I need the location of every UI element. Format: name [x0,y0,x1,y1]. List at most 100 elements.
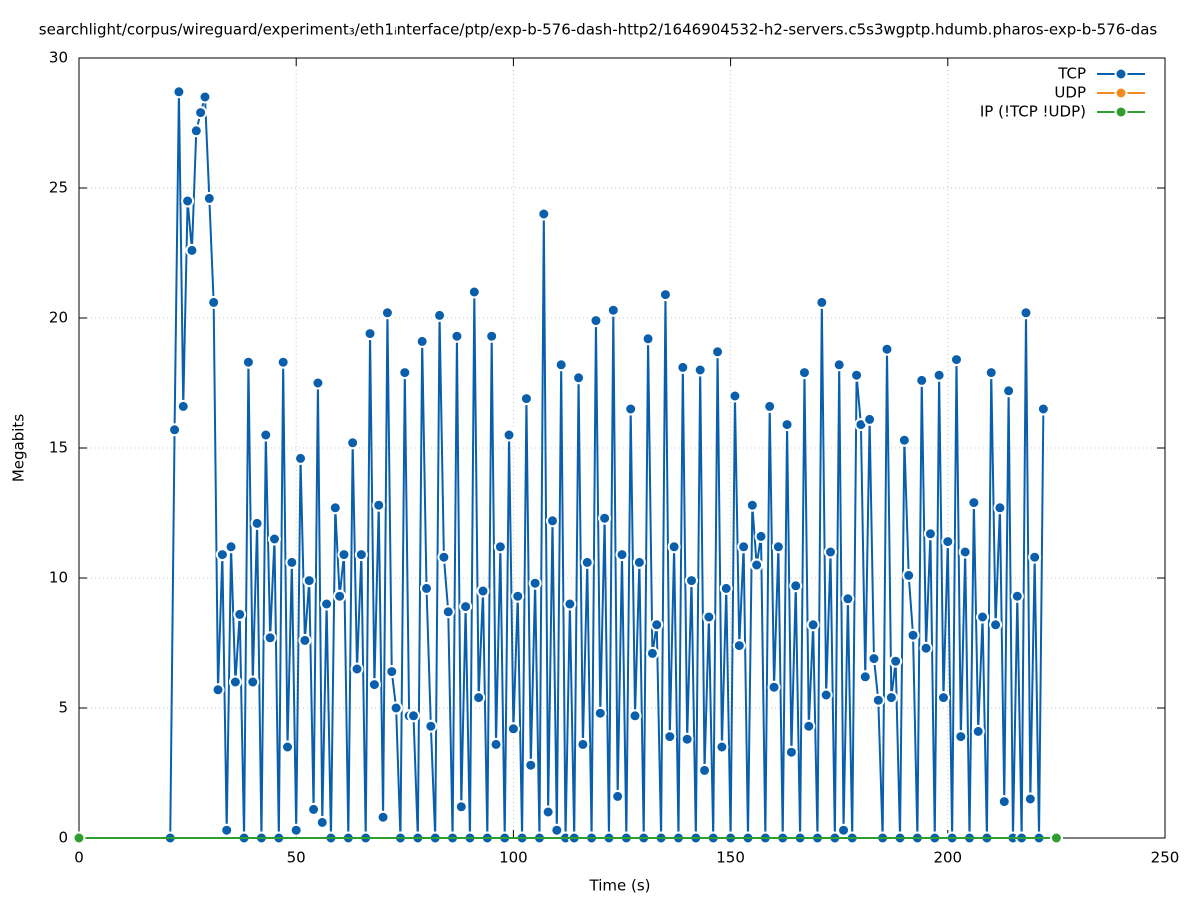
data-point [337,548,351,562]
data-point [459,600,473,614]
data-point [320,597,334,611]
data-point [363,327,377,341]
data-point [385,665,399,679]
data-point [967,496,981,510]
data-point [815,295,829,309]
data-point [867,652,881,666]
data-point [771,540,785,554]
x-axis-label: Time (s) [589,877,651,895]
data-point [376,810,390,824]
x-tick-label: 50 [287,849,306,867]
y-tick-label: 25 [49,179,68,197]
data-point [685,574,699,588]
data-point [72,831,86,845]
data-point [433,308,447,322]
data-point [732,639,746,653]
data-point [923,527,937,541]
data-point [298,633,312,647]
chart-title: searchlight/corpus/wireguard/experiment₃… [39,21,1158,39]
data-point [545,514,559,528]
x-tick-label: 200 [933,849,962,867]
x-tick-label: 150 [716,849,745,867]
data-point [424,719,438,733]
data-point [902,568,916,582]
data-point [802,719,816,733]
data-point [415,334,429,348]
data-point [949,353,963,367]
data-point [389,701,403,715]
data-point [563,597,577,611]
data-point [367,678,381,692]
data-point [519,392,533,406]
data-point [1002,384,1016,398]
data-point [897,433,911,447]
data-point [919,641,933,655]
data-point [580,555,594,569]
data-point [185,243,199,257]
data-point [350,662,364,676]
data-point [698,763,712,777]
data-point [437,550,451,564]
data-point [997,795,1011,809]
data-point [797,366,811,380]
data-point [936,691,950,705]
data-point [207,295,221,309]
data-point [1036,402,1050,416]
data-point [472,691,486,705]
data-point [294,451,308,465]
legend-label: UDP [1054,84,1086,102]
data-point [1010,589,1024,603]
data-point [1049,831,1063,845]
data-point [941,535,955,549]
data-point [489,737,503,751]
data-point [711,345,725,359]
data-point [824,545,838,559]
data-point [398,366,412,380]
data-point [380,306,394,320]
data-point [837,823,851,837]
data-point [241,355,255,369]
data-point [780,418,794,432]
data-point [406,709,420,723]
data-point [693,363,707,377]
data-point [202,191,216,205]
data-point [211,683,225,697]
data-point [932,368,946,382]
x-tick-label: 0 [74,849,84,867]
data-point [754,529,768,543]
data-point [841,592,855,606]
data-point [1019,306,1033,320]
data-point [632,555,646,569]
data-point [789,579,803,593]
data-point [971,724,985,738]
data-point [441,605,455,619]
data-point [858,670,872,684]
y-tick-label: 0 [58,829,68,847]
legend-swatch [1114,105,1128,119]
data-point [250,516,264,530]
data-point [172,85,186,99]
data-point [958,545,972,559]
data-point [220,823,234,837]
data-point [915,373,929,387]
data-point [819,688,833,702]
data-point [302,574,316,588]
y-tick-label: 30 [49,49,68,67]
data-point [554,358,568,372]
data-point [976,610,990,624]
data-point [420,581,434,595]
data-point [715,740,729,754]
y-tick-label: 15 [49,439,68,457]
data-point [728,389,742,403]
data-point [467,285,481,299]
data-point [307,802,321,816]
x-tick-label: 100 [499,849,528,867]
data-point [989,618,1003,632]
data-point [198,90,212,104]
data-point [524,758,538,772]
data-point [906,628,920,642]
data-point [745,498,759,512]
data-point [289,823,303,837]
data-point [993,501,1007,515]
data-point [181,194,195,208]
